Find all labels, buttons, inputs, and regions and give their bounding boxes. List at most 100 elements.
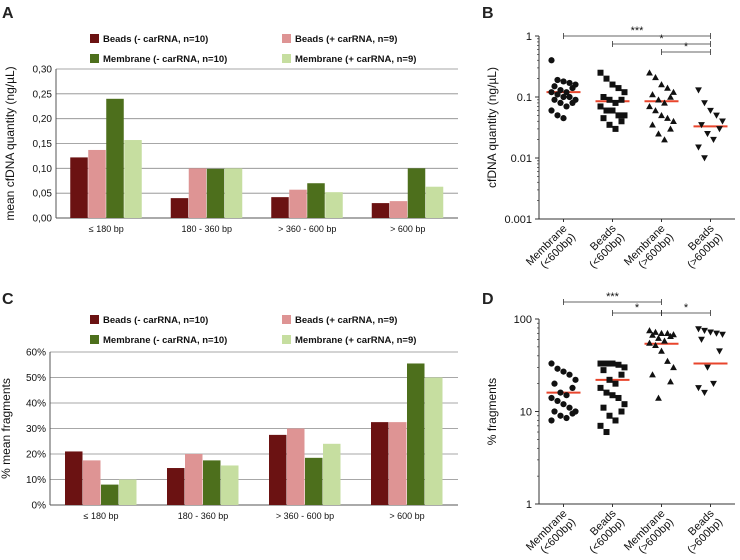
panel-b-point [618, 118, 625, 125]
panel-d-point [704, 364, 711, 371]
panel-d-point [609, 360, 616, 367]
panel-d-y-axis-title: % fragments [485, 378, 499, 445]
panel-c-bar [323, 443, 341, 505]
panel-d-x-tick-label: Beads(>600bp) [677, 507, 726, 556]
panel-d-point [695, 326, 702, 333]
panel-b-point [716, 126, 723, 133]
panel-b-point [554, 76, 561, 84]
panel-d-sig-label: * [684, 302, 689, 314]
panel-label-d: D [482, 291, 494, 308]
panel-c-bar [389, 422, 407, 505]
panel-b-point [606, 96, 613, 103]
panel-c-legend-swatch [282, 335, 291, 344]
panel-d-x-tick-label: Membrane(<600bp) [524, 508, 578, 560]
panel-b-point [618, 96, 625, 103]
panel-a-bar [106, 98, 124, 218]
panel-c-legend-swatch [90, 315, 99, 324]
panel-a-bar [389, 201, 408, 218]
panel-c-legend-swatch [282, 315, 291, 324]
panel-label-c: C [2, 291, 14, 308]
panel-d-point [566, 371, 573, 378]
panel-a-bar [70, 157, 88, 218]
panel-b-x-tick-label: Membrane(<600bp) [524, 223, 578, 277]
panel-a-bar [325, 192, 343, 218]
panel-d-point [646, 339, 653, 346]
panel-d-point [658, 347, 665, 354]
panel-a-bar-chart: 0,00 0,05 0,10 0,15 0,20 0,25 0,30 ≤ 180 bp 180 … [3, 34, 458, 234]
panel-d-point [621, 364, 628, 371]
panel-a-legend-label: Beads (+ carRNA, n=9) [295, 34, 397, 45]
panel-b-point [569, 84, 576, 92]
panel-d-point [548, 394, 555, 402]
panel-b-point [566, 79, 573, 87]
panel-b-point [612, 99, 619, 106]
panel-c-y-axis-title: % mean fragments [0, 378, 13, 479]
panel-b-point [652, 107, 659, 114]
panel-b-point [658, 111, 665, 119]
panel-c-x-tick-label: > 360 - 600 bp [276, 511, 334, 521]
panel-c-legend-label: Beads (+ carRNA, n=9) [295, 315, 397, 326]
panel-a-legend-label: Membrane (+ carRNA, n=9) [295, 54, 416, 65]
panel-b-point [621, 89, 628, 96]
panel-d-point [707, 329, 714, 336]
panel-d-point [713, 330, 720, 337]
panel-b-point [655, 96, 662, 103]
panel-d-point [597, 384, 604, 391]
panel-a-bar [289, 189, 307, 218]
panel-b-x-tick-label: Beads(<600bp) [579, 222, 628, 271]
panel-d-sig-label: * [635, 302, 640, 314]
panel-a-x-tick-label: 180 - 360 bp [181, 224, 232, 234]
panel-d-point [603, 389, 610, 396]
panel-d-point [548, 417, 555, 424]
panel-a-bar [170, 198, 189, 218]
panel-label-b: B [482, 5, 494, 22]
panel-a-legend-swatch [282, 54, 291, 63]
panel-c-legend-label: Membrane (+ carRNA, n=9) [295, 335, 416, 346]
panel-a-bar [124, 140, 142, 218]
panel-d-x-tick-label: Membrane(>600bp) [622, 508, 676, 560]
panel-d-point [719, 331, 726, 338]
panel-a-legend-label: Membrane (- carRNA, n=10) [103, 54, 227, 65]
panel-a-ytick-label: 0,10 [33, 164, 53, 175]
panel-b-point [609, 107, 616, 114]
panel-d-point [667, 332, 674, 340]
panel-d-point [615, 361, 622, 368]
panel-b-point [701, 155, 708, 162]
panel-b-x-tick-label: Membrane(>600bp) [622, 223, 676, 277]
panel-c-bar [119, 479, 137, 505]
panel-b-point [603, 75, 610, 82]
panel-d-point [557, 389, 564, 396]
panel-b-point [670, 117, 677, 124]
panel-label-a: A [2, 5, 14, 22]
panel-d-point [667, 378, 674, 385]
panel-d-point [569, 384, 576, 391]
panel-d-point [664, 329, 671, 337]
panel-b-point [600, 94, 607, 100]
panel-d-point [600, 404, 607, 411]
panel-d-point [563, 392, 570, 399]
panel-a-bar [224, 168, 243, 218]
panel-d-point [701, 327, 708, 334]
panel-a-legend-label: Beads (- carRNA, n=10) [103, 34, 208, 45]
panel-c-bar [83, 460, 101, 505]
panel-c-legend-label: Membrane (- carRNA, n=10) [103, 335, 227, 346]
panel-d-dot-plot: 1 10 100 Membrane(<600bp) Beads(<600bp)Membr… [485, 291, 735, 560]
panel-a-ytick-label: 0,00 [33, 214, 53, 225]
panel-a-ytick-label: 0,30 [33, 65, 53, 76]
panel-d-point [554, 397, 561, 405]
panel-b-point [563, 103, 570, 110]
panel-c-ytick-label: 20% [26, 450, 46, 461]
panel-d-point [618, 371, 625, 378]
panel-b-point [713, 112, 720, 119]
panel-d-point [664, 357, 671, 364]
panel-d-point [646, 327, 653, 334]
panel-b-point [695, 87, 702, 94]
panel-b-point [557, 99, 564, 107]
panel-d-point [572, 376, 579, 383]
panel-b-point [551, 83, 558, 90]
panel-b-point [704, 131, 711, 138]
panel-d-point [606, 412, 613, 419]
panel-a-x-tick-label: > 360 - 600 bp [278, 224, 336, 234]
panel-c-ytick-label: 50% [26, 373, 46, 384]
panel-b-point [698, 122, 705, 129]
